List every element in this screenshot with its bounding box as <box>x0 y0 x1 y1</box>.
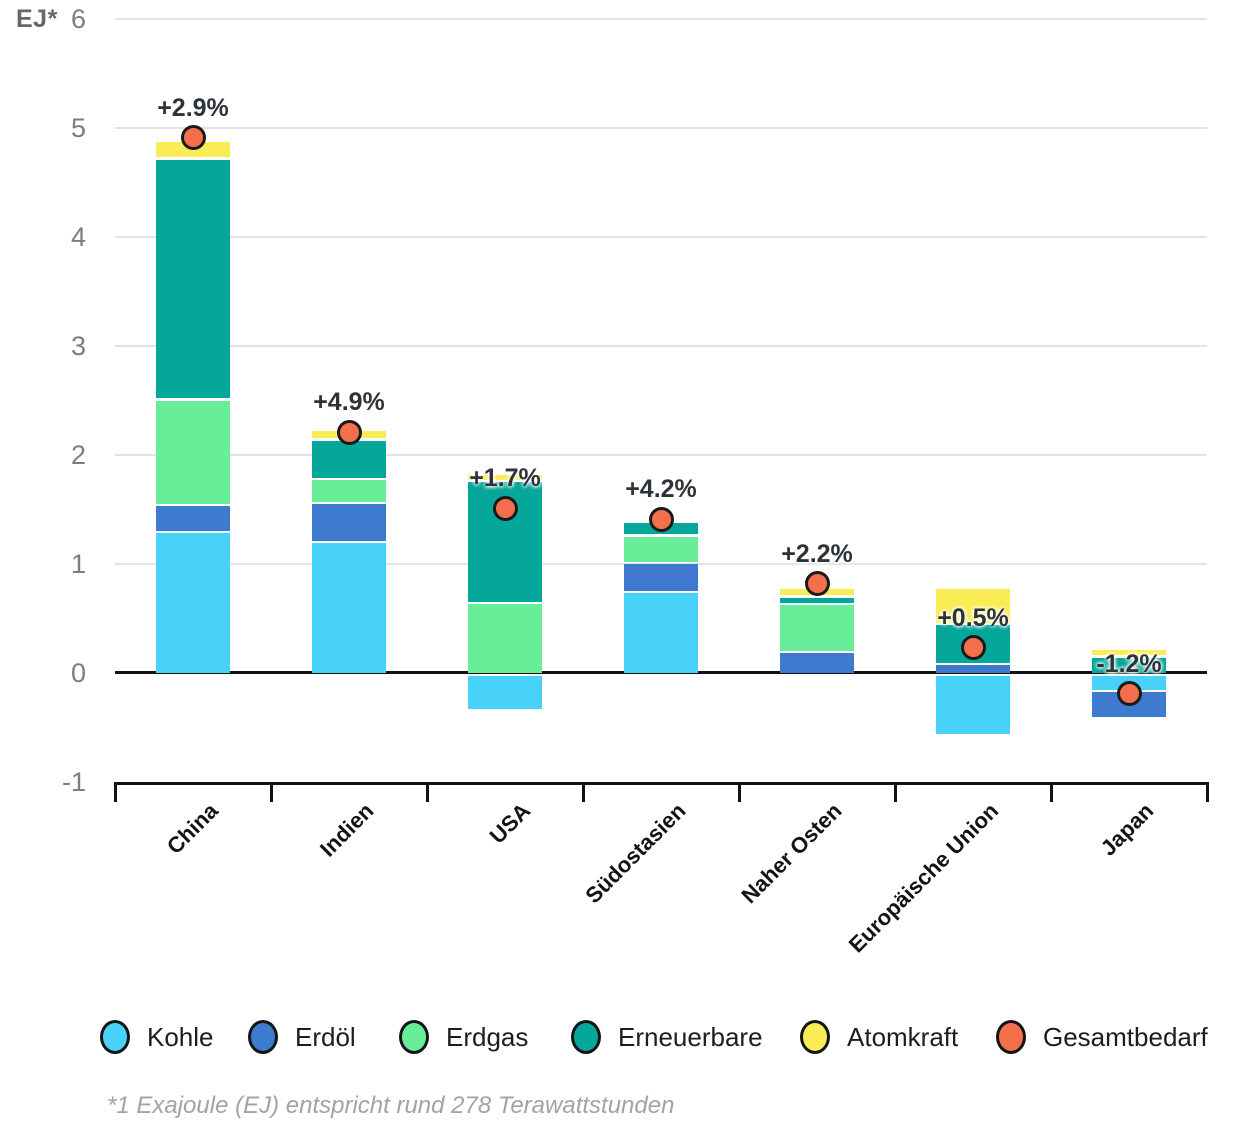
x-axis-tick <box>582 782 585 802</box>
x-label-s-dostasien: Südostasien <box>580 798 691 909</box>
legend-label: Erneuerbare <box>618 1021 763 1052</box>
bar-segment-china-erneuerbare <box>156 159 230 398</box>
x-axis-tick <box>894 782 897 802</box>
bar-segment-europ-ische-union-atomkraft <box>936 589 1010 623</box>
y-tick-label-0: 0 <box>70 658 86 688</box>
legend-item-atomkraft: Atomkraft <box>800 1020 958 1054</box>
y-tick-label-6: 6 <box>70 4 86 34</box>
x-label-usa: USA <box>484 798 535 849</box>
x-label-europ-ische-union: Europäische Union <box>843 798 1003 958</box>
bar-segment-s-dostasien-kohle <box>624 593 698 673</box>
bar-segment-usa-atomkraft <box>468 474 542 480</box>
x-label-naher-osten: Naher Osten <box>736 798 847 909</box>
legend-item-erdgas: Erdgas <box>399 1020 528 1054</box>
legend-swatch-icon-kohle <box>100 1020 130 1054</box>
x-axis-tick <box>1206 782 1209 802</box>
x-axis-tick <box>270 782 273 802</box>
legend-swatch-icon-erneuerbare <box>571 1020 601 1054</box>
gridline-2 <box>115 454 1207 456</box>
y-tick-label--1: -1 <box>61 767 86 797</box>
legend-item-erd-l: Erdöl <box>248 1020 356 1054</box>
legend-label: Erdöl <box>295 1021 356 1052</box>
y-tick-label-2: 2 <box>70 440 86 470</box>
bar-segment-indien-erd-l <box>312 504 386 541</box>
y-tick-label-3: 3 <box>70 331 86 361</box>
y-tick-label-1: 1 <box>70 549 86 579</box>
legend-swatch-icon-gesamtbedarf <box>996 1020 1026 1054</box>
gridline-3 <box>115 345 1207 347</box>
bar-segment-indien-kohle <box>312 543 386 673</box>
gridline-5 <box>115 127 1207 129</box>
x-label-japan: Japan <box>1096 798 1159 861</box>
bar-segment-japan-erneuerbare <box>1092 657 1166 673</box>
bar-segment-naher-osten-erd-l <box>780 653 854 673</box>
y-tick-label-4: 4 <box>70 222 86 252</box>
x-axis-tick <box>738 782 741 802</box>
bar-segment-s-dostasien-erdgas <box>624 536 698 562</box>
percent-label-europ-ische-union: +0.5% <box>937 603 1009 632</box>
legend-swatch-icon-erd-l <box>248 1020 278 1054</box>
percent-label-china: +2.9% <box>157 93 229 122</box>
legend-label: Gesamtbedarf <box>1043 1021 1208 1052</box>
percent-label-usa: +1.7% <box>469 464 541 493</box>
bar-segment-china-erdgas <box>156 400 230 504</box>
total-demand-dot-indien <box>336 419 362 445</box>
y-tick-label-5: 5 <box>70 113 86 143</box>
legend-swatch-icon-atomkraft <box>800 1020 830 1054</box>
legend-label: Erdgas <box>446 1021 529 1052</box>
bar-segment-naher-osten-erneuerbare <box>780 597 854 603</box>
percent-label-s-dostasien: +4.2% <box>625 475 697 504</box>
x-label-china: China <box>161 798 223 859</box>
footnote: *1 Exajoule (EJ) entspricht rund 278 Ter… <box>107 1092 675 1119</box>
gridline-4 <box>115 236 1207 238</box>
bar-segment-usa-kohle <box>468 675 542 710</box>
bar-segment-naher-osten-erdgas <box>780 605 854 651</box>
total-demand-dot-china <box>180 125 206 151</box>
percent-label-naher-osten: +2.2% <box>781 539 853 568</box>
bar-segment-indien-erneuerbare <box>312 440 386 478</box>
gridline-6 <box>115 18 1207 20</box>
x-label-indien: Indien <box>315 798 379 862</box>
bar-segment-indien-erdgas <box>312 480 386 502</box>
total-demand-dot-japan <box>1116 681 1142 707</box>
bar-segment-s-dostasien-erd-l <box>624 564 698 591</box>
bar-segment-china-kohle <box>156 533 230 673</box>
legend-swatch-icon-erdgas <box>399 1020 429 1054</box>
legend-label: Atomkraft <box>847 1021 959 1052</box>
bar-segment-europ-ische-union-kohle <box>936 675 1010 735</box>
x-axis-line <box>115 782 1207 785</box>
x-axis-tick <box>1050 782 1053 802</box>
legend-item-erneuerbare: Erneuerbare <box>571 1020 763 1054</box>
bar-segment-europ-ische-union-erd-l <box>936 665 1010 673</box>
total-demand-dot-s-dostasien <box>648 506 674 532</box>
bar-segment-usa-erdgas <box>468 604 542 673</box>
total-demand-dot-naher-osten <box>804 571 830 597</box>
total-demand-dot-europ-ische-union <box>960 635 986 661</box>
legend-item-kohle: Kohle <box>100 1020 214 1054</box>
y-axis-unit-label: EJ* <box>16 5 58 33</box>
legend-item-gesamtbedarf: Gesamtbedarf <box>996 1020 1208 1054</box>
total-demand-dot-usa <box>492 495 518 521</box>
x-axis-tick <box>114 782 117 802</box>
percent-label-indien: +4.9% <box>313 388 385 417</box>
bar-segment-japan-atomkraft <box>1092 650 1166 656</box>
bar-segment-china-erd-l <box>156 506 230 531</box>
x-axis-tick <box>426 782 429 802</box>
legend-label: Kohle <box>147 1021 214 1052</box>
percent-label-japan: -1.2% <box>1096 649 1162 678</box>
